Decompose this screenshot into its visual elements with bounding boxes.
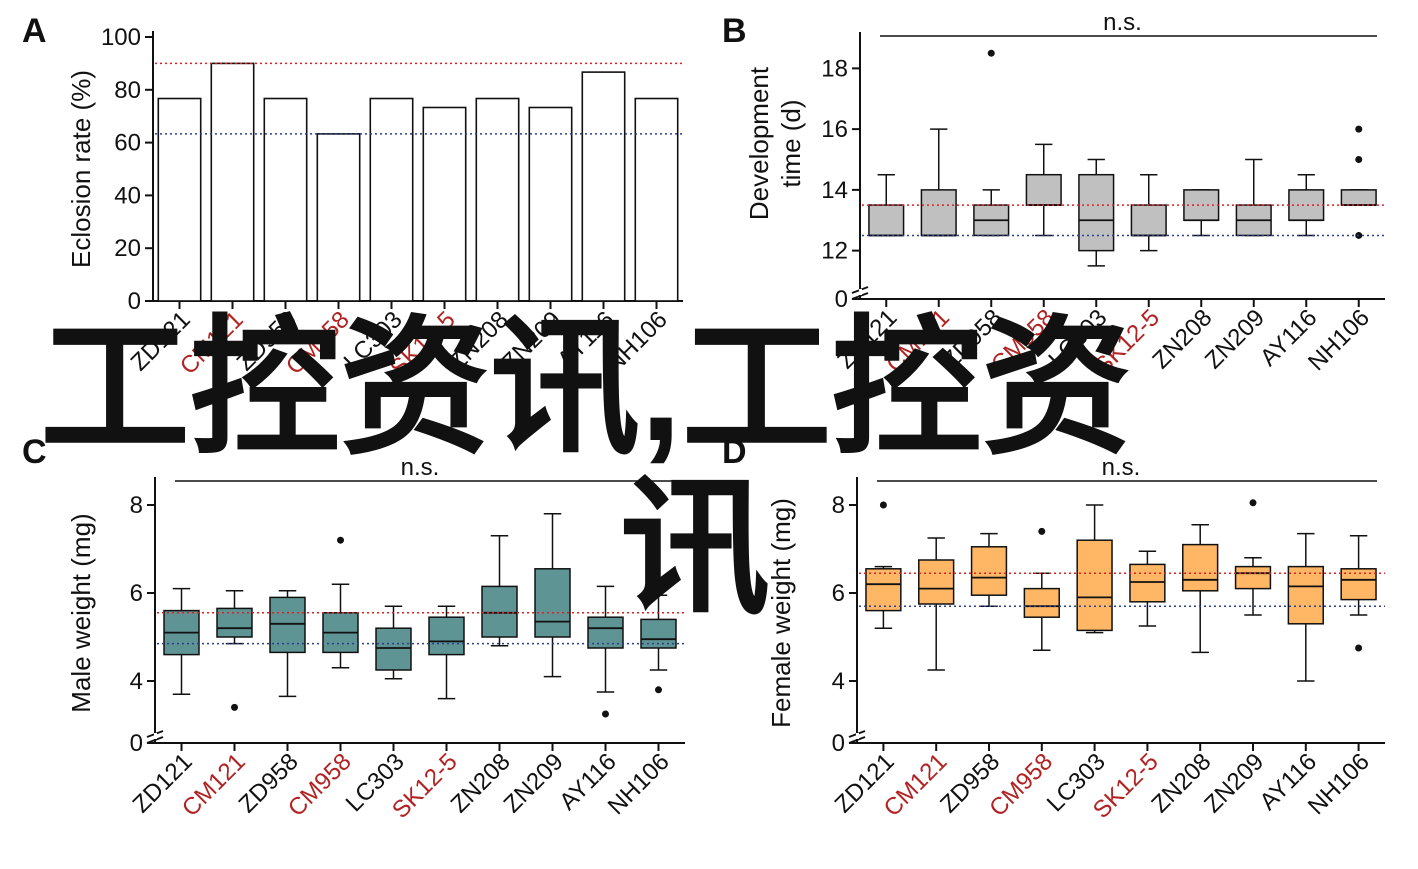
box-zd121 [868,204,905,237]
outlier-ay116 [602,710,609,718]
outlier-zn209 [1249,499,1257,507]
box-cm958 [1025,173,1062,206]
significance-label: n.s. [401,454,440,481]
box-nh106 [1340,189,1377,206]
box-sk12-5 [428,616,465,656]
bar-zn208 [475,97,520,302]
outlier-cm121 [231,703,238,711]
y-tick-label: 0 [832,730,845,757]
y-tick-label: 80 [114,77,141,104]
y-axis-label-line-2: time (d) [776,99,806,187]
axis-break-gap [154,733,157,739]
watermark-line-1: 工控资讯,工控资 [40,304,1132,472]
outlier-cm958 [1038,527,1046,535]
box-lc303 [375,627,412,671]
outlier-nh106 [655,686,662,694]
y-tick-label: 4 [130,668,143,695]
y-tick-label: 0 [128,288,141,315]
outlier-zd958 [987,49,995,57]
y-axis-label-line-1: Development [744,66,774,220]
significance-label: n.s. [1102,454,1141,481]
y-tick-label: 6 [130,580,143,607]
x-tick-label-zn208: ZN208 [1147,304,1217,374]
y-tick-label: 6 [832,580,845,607]
bar-lc303 [369,97,414,302]
outlier-nh106 [1355,125,1363,133]
box-nh106 [640,618,677,649]
box-ay116 [1287,565,1324,625]
y-tick-label: 8 [832,492,845,519]
box-zn209 [534,568,571,638]
y-tick-label: 14 [821,177,848,204]
y-tick-label: 18 [821,55,848,82]
y-tick-label: 40 [114,182,141,209]
y-tick-label: 0 [130,730,143,757]
box-cm121 [216,607,253,638]
outlier-nh106 [1355,156,1363,163]
y-tick-label: 12 [821,238,848,265]
box-lc303 [1076,539,1113,632]
panel-letter-d: D [722,433,747,471]
box-zd121 [865,568,902,612]
y-tick-label: 60 [114,130,141,157]
significance-label: n.s. [1103,9,1142,36]
outlier-cm958 [337,536,344,544]
x-tick-label-zn209: ZN209 [1200,304,1270,374]
x-tick-label-zn209: ZN209 [499,748,569,818]
panel-letter-b: B [722,12,747,50]
box-cm958 [1023,587,1060,618]
panel-letter-c: C [22,433,47,471]
outlier-nh106 [1355,644,1363,652]
bar-zd121 [157,97,202,302]
x-tick-label-zn208: ZN208 [446,748,516,818]
x-tick-label-zn209: ZN209 [1199,748,1269,818]
panel-letter-a: A [22,12,47,50]
y-tick-label: 16 [821,116,848,143]
box-sk12-5 [1129,563,1166,603]
box-zn208 [1182,543,1219,592]
y-tick-label: 20 [114,235,141,262]
axis-break-gap [859,289,862,295]
box-sk12-5 [1130,204,1167,237]
y-tick-label: 100 [101,24,141,51]
y-tick-label: 0 [835,286,848,313]
box-zn208 [481,585,518,638]
y-axis-label: Male weight (mg) [66,513,96,712]
bar-cm121 [210,62,255,302]
box-cm121 [918,559,955,605]
y-axis-label: Female weight (mg) [766,498,796,728]
y-tick-label: 8 [130,492,143,519]
watermark-line-2: 讯 [620,464,770,632]
x-tick-label-zn208: ZN208 [1146,748,1216,818]
outlier-zd121 [879,501,887,509]
bar-nh106 [634,97,679,302]
axis-break-gap [856,733,859,739]
bar-sk12-5 [422,106,467,302]
box-zd958 [970,546,1008,596]
bar-zn209 [528,106,573,302]
box-zn209 [1234,565,1272,590]
box-cm121 [920,189,957,237]
bar-zd958 [263,97,308,302]
y-axis-label: Eclosion rate (%) [66,70,96,268]
bar-ay116 [581,71,626,302]
watermark-overlay: 工控资讯,工控资 讯 [40,304,1132,632]
x-tick-label-nh106: NH106 [603,748,675,820]
box-lc303 [1078,173,1115,252]
y-tick-label: 4 [832,668,845,695]
bar-cm958 [316,133,361,302]
